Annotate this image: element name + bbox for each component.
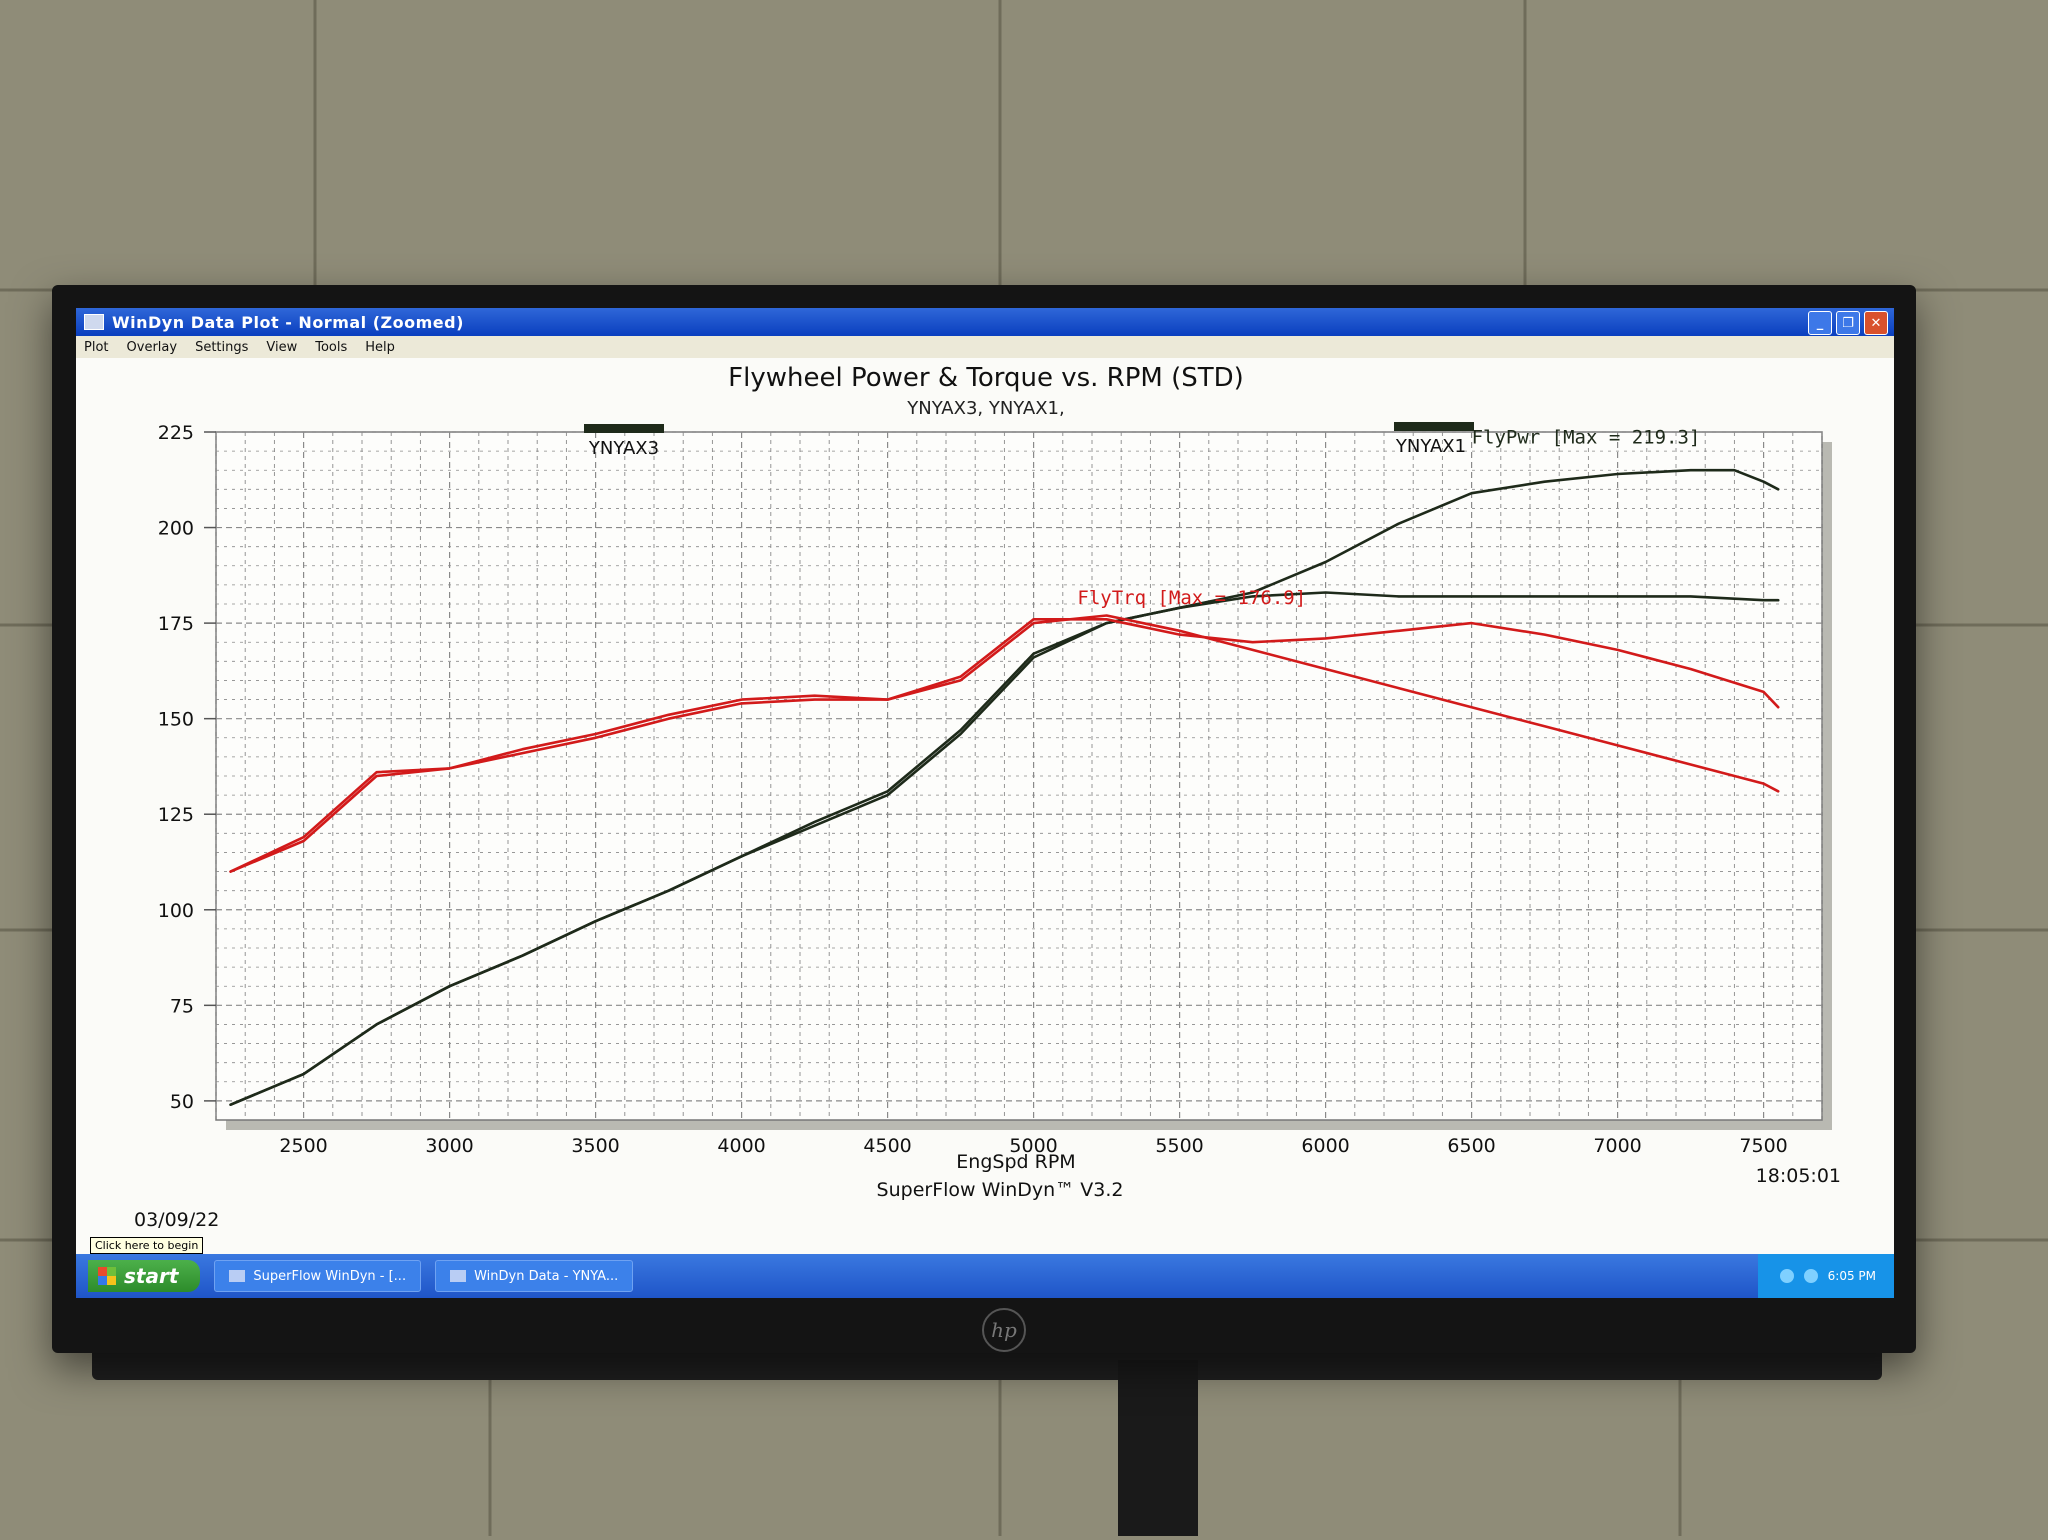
legend-label-ynyax3: YNYAX3 — [588, 438, 659, 459]
series-line-ynyax3-power — [229, 591, 1780, 1107]
legend-swatch-ynyax3 — [584, 424, 664, 433]
menu-view[interactable]: View — [266, 339, 298, 355]
series-line-ynyax3-torque — [229, 614, 1780, 873]
series-lines — [229, 468, 1780, 1107]
minimize-button[interactable]: _ — [1808, 311, 1832, 335]
x-tick-label: 6000 — [1301, 1135, 1349, 1157]
menu-plot[interactable]: Plot — [84, 339, 109, 355]
legend-label-ynyax1: YNYAX1 — [1395, 436, 1466, 457]
hp-logo-icon: hp — [982, 1308, 1026, 1352]
close-button[interactable]: ✕ — [1864, 311, 1888, 335]
taskbar-item-label: SuperFlow WinDyn - [... — [253, 1268, 407, 1284]
screen: WinDyn Data Plot - Normal (Zoomed) _ ❐ ✕… — [76, 308, 1894, 1298]
menu-help[interactable]: Help — [365, 339, 395, 355]
system-tray: 6:05 PM — [1757, 1254, 1894, 1298]
y-tick-label: 75 — [170, 995, 194, 1017]
x-tick-label: 7000 — [1593, 1135, 1641, 1157]
footer-time: 18:05:01 — [1756, 1165, 1841, 1187]
x-tick-label: 3000 — [425, 1135, 473, 1157]
annotation-flypwr-max: FlyPwr [Max = 219.3] — [1472, 426, 1701, 448]
taskbar: start SuperFlow WinDyn - [... WinDyn Dat… — [76, 1254, 1894, 1298]
tray-clock: 6:05 PM — [1827, 1269, 1876, 1283]
chart-subtitle: YNYAX3, YNYAX1, — [906, 398, 1064, 419]
menu-bar: Plot Overlay Settings View Tools Help — [76, 336, 1894, 358]
y-tick-label: 200 — [158, 518, 194, 540]
monitor-stand — [1118, 1360, 1198, 1536]
start-tooltip: Click here to begin — [90, 1237, 204, 1254]
footer-software: SuperFlow WinDyn™ V3.2 — [877, 1179, 1124, 1201]
dyno-chart: 50 75 100 125 150 175 200 225 2500 3000 3500 4000 45… — [134, 363, 1841, 1231]
x-tick-label: 7500 — [1739, 1135, 1787, 1157]
restore-button[interactable]: ❐ — [1836, 311, 1860, 335]
y-tick-label: 150 — [158, 709, 194, 731]
window-titlebar[interactable]: WinDyn Data Plot - Normal (Zoomed) _ ❐ ✕ — [76, 308, 1894, 336]
x-tick-label: 4000 — [717, 1135, 765, 1157]
series-line-ynyax1-torque — [229, 617, 1780, 873]
annotation-flytrq-max: FlyTrq [Max = 176.9] — [1077, 587, 1306, 609]
window-title: WinDyn Data Plot - Normal (Zoomed) — [112, 312, 464, 332]
start-button[interactable]: start — [88, 1260, 201, 1292]
windyn-app-icon — [450, 1270, 467, 1282]
taskbar-item-superflow[interactable]: SuperFlow WinDyn - [... — [214, 1260, 422, 1292]
chart-title: Flywheel Power & Torque vs. RPM (STD) — [728, 363, 1244, 393]
tray-volume-icon[interactable] — [1803, 1269, 1818, 1283]
y-tick-label: 125 — [158, 804, 194, 826]
menu-tools[interactable]: Tools — [315, 339, 348, 355]
menu-overlay[interactable]: Overlay — [126, 339, 178, 355]
x-tick-label: 2500 — [279, 1135, 327, 1157]
y-tick-label: 100 — [158, 900, 194, 922]
legend-swatch-ynyax1 — [1394, 422, 1474, 431]
taskbar-item-label: WinDyn Data - YNYA... — [474, 1268, 619, 1284]
y-tick-label: 225 — [158, 422, 194, 444]
plot-area: 50 75 100 125 150 175 200 225 2500 3000 3500 4000 45… — [76, 358, 1894, 1240]
tick-labels: 50 75 100 125 150 175 200 225 2500 3000 3500 4000 45… — [158, 422, 1788, 1157]
windows-logo-icon — [98, 1267, 116, 1285]
x-axis-label: EngSpd RPM — [956, 1151, 1075, 1173]
footer-date: 03/09/22 — [134, 1209, 219, 1231]
tray-network-icon[interactable] — [1779, 1269, 1794, 1283]
taskbar-item-windyn-data[interactable]: WinDyn Data - YNYA... — [435, 1260, 634, 1292]
x-tick-label: 5500 — [1155, 1135, 1203, 1157]
x-tick-label: 4500 — [863, 1135, 911, 1157]
y-tick-label: 50 — [170, 1091, 194, 1113]
start-label: start — [124, 1264, 179, 1288]
x-tick-label: 5000 — [1009, 1135, 1057, 1157]
x-tick-label: 6500 — [1447, 1135, 1495, 1157]
y-tick-label: 175 — [158, 613, 194, 635]
grid-lines — [215, 431, 1823, 1120]
menu-settings[interactable]: Settings — [195, 339, 249, 355]
superflow-app-icon — [229, 1270, 246, 1282]
x-tick-label: 3500 — [571, 1135, 619, 1157]
app-icon — [84, 314, 104, 330]
